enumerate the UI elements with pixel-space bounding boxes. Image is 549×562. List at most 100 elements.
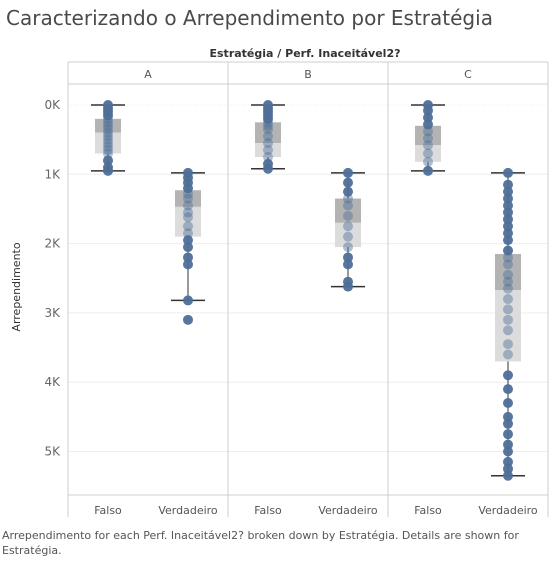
- data-point-c-falso: [423, 126, 433, 137]
- y-axis-label: Arrependimento: [10, 242, 23, 331]
- data-point-c-falso: [423, 133, 433, 144]
- data-point-c-falso: [423, 140, 433, 151]
- data-point-a-verdadeiro: [183, 235, 193, 246]
- data-point-a-falso: [103, 141, 113, 152]
- box-upper-c-verdadeiro: [495, 253, 521, 291]
- box-lower-c-verdadeiro: [495, 290, 521, 362]
- data-point-a-verdadeiro: [183, 200, 193, 211]
- data-point-c-verdadeiro: [503, 349, 513, 360]
- box-upper-b-falso: [255, 122, 281, 144]
- data-point-a-verdadeiro: [183, 193, 193, 204]
- data-point-b-falso: [263, 120, 273, 131]
- data-point-a-falso: [103, 165, 113, 176]
- box-lower-c-falso: [415, 145, 441, 162]
- data-point-a-falso: [103, 120, 113, 131]
- box-lower-a-verdadeiro: [175, 206, 201, 237]
- data-point-b-falso: [263, 145, 273, 156]
- data-point-b-verdadeiro: [343, 242, 353, 253]
- x-category-label: Falso: [94, 504, 122, 517]
- y-tick-label: 0K: [44, 98, 61, 112]
- data-point-c-verdadeiro: [503, 283, 513, 294]
- box-lower-b-falso: [255, 143, 281, 157]
- data-point-a-verdadeiro: [183, 252, 193, 263]
- data-point-b-verdadeiro: [343, 281, 353, 292]
- data-point-c-verdadeiro: [503, 439, 513, 450]
- data-point-b-falso: [263, 124, 273, 135]
- x-category-label: Verdadeiro: [478, 504, 538, 517]
- x-category-label: Verdadeiro: [318, 504, 378, 517]
- x-category-label: Falso: [254, 504, 282, 517]
- data-point-c-verdadeiro: [503, 207, 513, 218]
- facet-header-label: Estratégia / Perf. Inaceitável2?: [210, 47, 401, 60]
- data-point-c-verdadeiro: [503, 304, 513, 315]
- data-point-b-falso: [263, 113, 273, 124]
- y-tick-label: 5K: [44, 445, 61, 459]
- data-point-a-falso: [103, 124, 113, 135]
- data-point-c-verdadeiro: [503, 294, 513, 305]
- data-point-a-verdadeiro: [183, 242, 193, 253]
- data-point-a-verdadeiro: [183, 188, 193, 199]
- data-point-b-verdadeiro: [343, 252, 353, 263]
- data-point-c-falso: [423, 148, 433, 159]
- x-category-label: Falso: [414, 504, 442, 517]
- data-point-b-verdadeiro: [343, 210, 353, 221]
- data-point-a-verdadeiro: [183, 221, 193, 232]
- box-upper-a-falso: [95, 118, 121, 133]
- data-point-c-verdadeiro: [503, 193, 513, 204]
- data-point-a-verdadeiro: [183, 207, 193, 218]
- data-point-c-verdadeiro: [503, 200, 513, 211]
- data-point-c-verdadeiro: [503, 429, 513, 440]
- data-point-a-falso: [103, 134, 113, 145]
- data-point-a-falso: [103, 127, 113, 138]
- data-point-c-falso: [423, 165, 433, 176]
- data-point-b-verdadeiro: [343, 200, 353, 211]
- data-point-a-verdadeiro: [183, 259, 193, 270]
- y-tick-label: 2K: [44, 237, 61, 251]
- box-upper-a-verdadeiro: [175, 190, 201, 207]
- data-point-c-falso: [423, 105, 433, 116]
- data-point-a-falso: [103, 110, 113, 121]
- data-point-c-verdadeiro: [503, 397, 513, 408]
- data-point-c-verdadeiro: [503, 179, 513, 190]
- data-point-a-falso: [103, 148, 113, 159]
- data-point-c-verdadeiro: [503, 214, 513, 225]
- data-point-c-falso: [423, 119, 433, 130]
- data-point-c-verdadeiro: [503, 470, 513, 481]
- box-upper-b-verdadeiro: [335, 198, 361, 223]
- data-point-a-verdadeiro: [183, 314, 193, 325]
- data-point-c-verdadeiro: [503, 314, 513, 325]
- data-point-b-verdadeiro: [343, 177, 353, 188]
- data-point-b-falso: [263, 163, 273, 174]
- y-tick-label: 3K: [44, 306, 61, 320]
- data-point-c-verdadeiro: [503, 339, 513, 350]
- x-category-label: Verdadeiro: [158, 504, 218, 517]
- data-point-b-verdadeiro: [343, 167, 353, 178]
- data-point-c-verdadeiro: [503, 221, 513, 232]
- box-plot-chart: Estratégia / Perf. Inaceitável2? Arrepend…: [10, 47, 549, 517]
- data-point-c-verdadeiro: [503, 228, 513, 239]
- data-point-c-verdadeiro: [503, 463, 513, 474]
- box-lower-b-verdadeiro: [335, 222, 361, 248]
- box-lower-a-falso: [95, 132, 121, 154]
- data-point-b-falso: [263, 151, 273, 162]
- data-point-b-falso: [263, 138, 273, 149]
- box-upper-c-falso: [415, 125, 441, 146]
- data-point-c-verdadeiro: [503, 186, 513, 197]
- data-point-c-falso: [423, 156, 433, 167]
- data-point-a-verdadeiro: [183, 295, 193, 306]
- data-point-b-falso: [263, 117, 273, 128]
- chart-caption: Arrependimento for each Perf. Inaceitáve…: [2, 529, 519, 557]
- panel-header-a: A: [144, 68, 152, 81]
- data-point-c-verdadeiro: [503, 276, 513, 287]
- data-point-b-verdadeiro: [343, 221, 353, 232]
- data-point-c-verdadeiro: [503, 235, 513, 246]
- data-point-a-verdadeiro: [183, 183, 193, 194]
- y-tick-label: 4K: [44, 375, 61, 389]
- panel-header-c: C: [464, 68, 472, 81]
- data-point-c-verdadeiro: [503, 411, 513, 422]
- data-point-c-verdadeiro: [503, 456, 513, 467]
- data-point-b-verdadeiro: [343, 231, 353, 242]
- data-point-c-verdadeiro: [503, 269, 513, 280]
- data-point-c-verdadeiro: [503, 418, 513, 429]
- data-point-c-verdadeiro: [503, 167, 513, 178]
